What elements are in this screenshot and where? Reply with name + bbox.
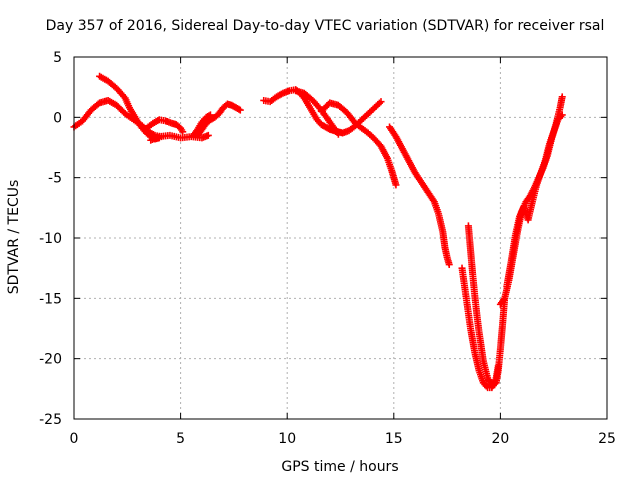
series-track-2 <box>96 72 163 143</box>
data-point <box>558 111 566 119</box>
data-point <box>235 105 243 113</box>
tick-layer: 0 5 10 15 20 25 -25 -20 -15 -10 -5 0 5 <box>39 50 616 447</box>
series-track-3 <box>142 116 187 136</box>
data-point <box>204 131 212 139</box>
series-track-5 <box>194 100 244 139</box>
x-tick-label: 25 <box>598 431 616 447</box>
x-axis-title: GPS time / hours <box>281 459 398 475</box>
data-point <box>494 362 502 370</box>
series-track-15 <box>503 111 566 290</box>
data-point <box>334 130 342 138</box>
x-tick-label: 20 <box>491 431 509 447</box>
data-point <box>500 296 508 304</box>
data-point <box>558 93 566 101</box>
series-track-6 <box>189 111 214 139</box>
data-point <box>206 111 214 119</box>
y-tick-label: -25 <box>39 412 62 428</box>
x-tick-label: 15 <box>385 431 403 447</box>
y-tick-label: 5 <box>53 50 62 66</box>
data-point <box>392 181 400 189</box>
y-tick-label: 0 <box>53 110 62 126</box>
y-tick-label: -15 <box>39 291 62 307</box>
x-tick-label: 10 <box>278 431 296 447</box>
series-layer <box>70 72 566 392</box>
series-track-13 <box>458 264 502 392</box>
data-point <box>377 98 385 106</box>
chart-title: Day 357 of 2016, Sidereal Day-to-day VTE… <box>46 18 605 34</box>
x-tick-label: 0 <box>70 431 79 447</box>
series-track-9 <box>317 99 359 127</box>
series-track-10 <box>351 119 400 189</box>
data-point <box>445 261 453 269</box>
y-tick-label: -10 <box>39 231 62 247</box>
series-track-11 <box>386 123 453 269</box>
y-tick-label: -20 <box>39 352 62 368</box>
grid-layer <box>74 57 607 419</box>
x-tick-label: 5 <box>176 431 185 447</box>
data-point <box>236 106 244 114</box>
y-axis-title: SDTVAR / TECUs <box>6 180 22 295</box>
y-tick-label: -5 <box>48 171 62 187</box>
data-point <box>205 112 213 120</box>
